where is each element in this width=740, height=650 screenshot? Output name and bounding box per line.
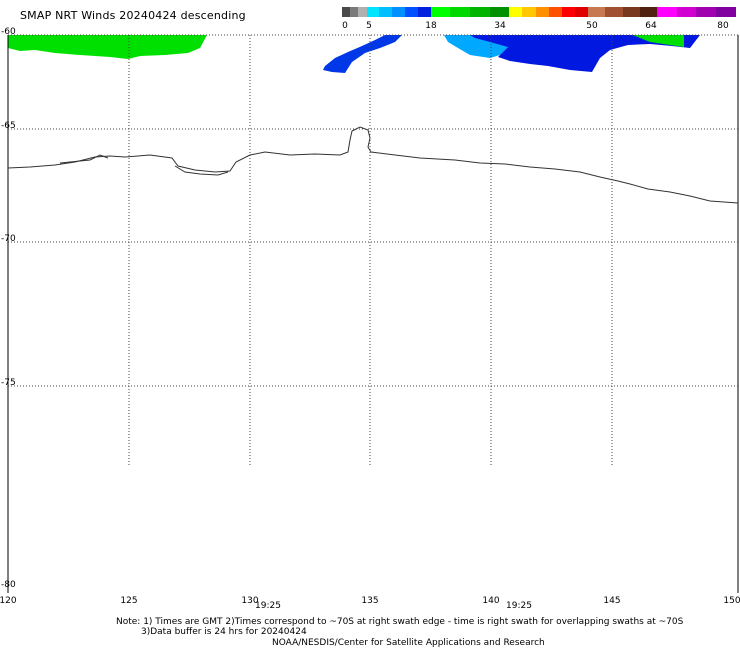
wind-swath-green-right: [633, 35, 684, 47]
colorbar-swatch: [716, 7, 736, 17]
colorbar-swatch: [392, 7, 405, 17]
colorbar-swatch: [489, 7, 510, 17]
swath-time-label: 19:25: [506, 601, 532, 611]
lon-tick-label: 130: [241, 596, 259, 606]
lat-tick-label: -80: [1, 580, 16, 590]
lat-tick-label: -60: [1, 27, 16, 37]
graticule: [8, 34, 738, 465]
colorbar-label: 80: [717, 21, 729, 31]
colorbar-swatch: [358, 7, 367, 17]
colorbar-swatch: [469, 7, 490, 17]
note-line-2: 3)Data buffer is 24 hrs for 20240424: [141, 627, 307, 637]
lon-tick-label: 150: [723, 596, 740, 606]
colorbar-swatch: [657, 7, 677, 17]
colorbar-label: 0: [342, 21, 348, 31]
lon-tick-label: 120: [0, 596, 17, 606]
colorbar-swatch: [379, 7, 393, 17]
colorbar-swatch: [588, 7, 606, 17]
colorbar-swatch: [450, 7, 470, 17]
colorbar-swatch: [509, 7, 523, 17]
lat-tick-label: -70: [1, 234, 16, 244]
antarctic-coastline: [7, 126, 739, 204]
colorbar-swatch: [696, 7, 717, 17]
wind-swath-blue-center: [323, 35, 402, 73]
lon-tick-label: 135: [361, 596, 379, 606]
wind-swath-green-left: [8, 35, 207, 59]
lat-tick-label: -65: [1, 121, 16, 131]
colorbar-swatch: [535, 7, 549, 17]
colorbar-swatch: [561, 7, 575, 17]
wind-speed-colorbar: [342, 7, 736, 17]
colorbar-swatch: [366, 7, 380, 17]
colorbar-swatch: [342, 7, 351, 17]
colorbar-label: 64: [645, 21, 657, 31]
colorbar-label: 18: [425, 21, 437, 31]
colorbar-swatch: [622, 7, 640, 17]
colorbar-swatch: [350, 7, 359, 17]
lon-tick-label: 125: [120, 596, 138, 606]
map-frame: [7, 35, 739, 593]
antarctic-coastline-detail: [59, 154, 229, 176]
colorbar-swatch: [605, 7, 623, 17]
colorbar-swatch: [522, 7, 536, 17]
swath-time-label: 19:25: [255, 601, 281, 611]
colorbar-label: 34: [494, 21, 506, 31]
figure-title: SMAP NRT Winds 20240424 descending: [20, 9, 246, 22]
lat-tick-label: -75: [1, 378, 16, 388]
colorbar-swatch: [405, 7, 418, 17]
colorbar-swatch: [574, 7, 589, 17]
colorbar-label: 5: [366, 21, 372, 31]
colorbar-swatch: [417, 7, 431, 17]
colorbar-label: 50: [586, 21, 598, 31]
note-line-1: Note: 1) Times are GMT 2)Times correspon…: [116, 617, 684, 627]
lon-tick-label: 145: [603, 596, 621, 606]
wind-swaths: [8, 35, 700, 73]
credit-line: NOAA/NESDIS/Center for Satellite Applica…: [272, 638, 545, 648]
wind-swath-blue-right: [470, 35, 700, 72]
colorbar-swatch: [676, 7, 697, 17]
colorbar-swatch: [639, 7, 658, 17]
colorbar-swatch: [430, 7, 451, 17]
lon-tick-label: 140: [482, 596, 500, 606]
colorbar-swatch: [548, 7, 562, 17]
